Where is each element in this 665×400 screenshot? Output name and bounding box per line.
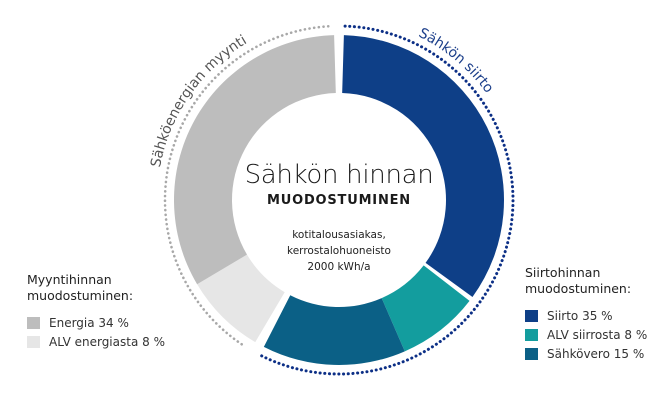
- swatch-vat-transmission: [525, 328, 538, 341]
- legend-title-line: Siirtohinnan: [525, 265, 601, 280]
- swatch-energy: [27, 316, 40, 329]
- desc-line-dwelling: kerrostalohuoneisto: [287, 245, 391, 257]
- legend-item-vat-transmission: ALV siirrosta 8 %: [525, 325, 647, 344]
- swatch-electricity-tax: [525, 347, 538, 360]
- legend-label: ALV energiasta 8 %: [49, 334, 165, 349]
- segment-alv-energiasta: [197, 254, 285, 343]
- swatch-vat-energy: [27, 335, 40, 348]
- legend-title-line: muodostuminen:: [27, 288, 134, 303]
- desc-line-consumption: 2000 kWh/a: [307, 261, 371, 273]
- group-ring-transmission: [258, 24, 515, 376]
- chart-subtitle: MUODOSTUMINEN: [267, 193, 411, 208]
- legend-label: Siirto 35 %: [547, 308, 613, 323]
- legend-item-energy: Energia 34 %: [27, 313, 165, 332]
- swatch-transmission: [525, 309, 538, 322]
- legend-title-line: muodostuminen:: [525, 281, 632, 296]
- legend-label: Energia 34 %: [49, 315, 129, 330]
- desc-line-customer: kotitalousasiakas,: [292, 229, 386, 241]
- group-ring-energy-sales: [163, 24, 332, 346]
- segment-s-hk-vero: [263, 295, 405, 365]
- legend-transmission: Siirtohinnan muodostuminen: Siirto 35 % …: [525, 265, 647, 363]
- legend-label: ALV siirrosta 8 %: [547, 327, 648, 342]
- legend-item-transmission: Siirto 35 %: [525, 306, 647, 325]
- segment-energia: [174, 35, 336, 285]
- legend-sales: Myyntihinnan muodostuminen: Energia 34 %…: [27, 272, 165, 351]
- legend-transmission-title: Siirtohinnan muodostuminen:: [525, 265, 647, 297]
- legend-label: Sähkövero 15 %: [547, 346, 645, 361]
- legend-sales-title: Myyntihinnan muodostuminen:: [27, 272, 165, 304]
- legend-item-electricity-tax: Sähkövero 15 %: [525, 344, 647, 363]
- legend-item-vat-energy: ALV energiasta 8 %: [27, 332, 165, 351]
- donut-segments: [174, 35, 504, 365]
- segment-siirto: [342, 35, 504, 297]
- chart-title: Sähkön hinnan: [244, 160, 434, 190]
- segment-alv-siirrosta: [381, 265, 470, 352]
- legend-title-line: Myyntihinnan: [27, 272, 112, 287]
- chart-description: kotitalousasiakas, kerrostalohuoneisto 2…: [239, 227, 439, 275]
